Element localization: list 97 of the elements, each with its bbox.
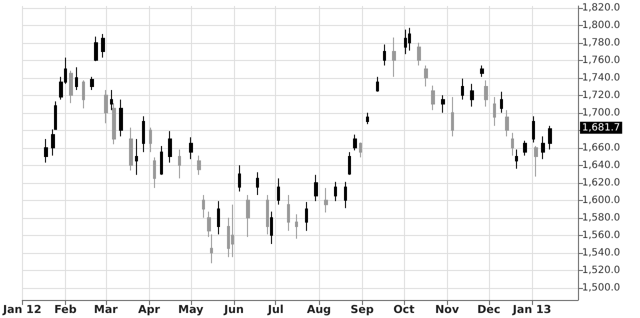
- candlestick: [441, 94, 445, 114]
- y-tick-label: 1,820.0: [582, 2, 620, 14]
- y-tick-label: 1,660.0: [582, 142, 620, 154]
- candlestick: [202, 194, 205, 218]
- candlestick: [75, 66, 78, 90]
- candlestick: [153, 156, 156, 188]
- candlestick: [119, 99, 123, 137]
- candlestick: [431, 85, 435, 111]
- candlestick: [334, 181, 337, 202]
- candlestick: [480, 65, 484, 78]
- candlestick: [112, 102, 116, 145]
- candlestick: [424, 65, 428, 87]
- candlestick: [548, 125, 552, 150]
- x-tick-label: May: [178, 303, 204, 316]
- candlestick: [314, 174, 318, 202]
- y-tick-label: 1,760.0: [582, 54, 620, 66]
- candlestick: [110, 90, 113, 111]
- candlestick: [295, 214, 298, 240]
- candlestick: [523, 140, 527, 156]
- x-tick-label: Dec: [477, 303, 500, 316]
- candlestick: [129, 127, 133, 171]
- x-tick-label: Feb: [54, 303, 77, 316]
- candlestick: [404, 29, 407, 55]
- y-tick-label: 1,600.0: [582, 194, 620, 206]
- candlestick: [256, 172, 259, 196]
- candlestick: [266, 194, 269, 235]
- x-tick-label: Aug: [306, 303, 332, 316]
- x-tick-label: Nov: [435, 303, 460, 316]
- candlestick: [383, 44, 386, 66]
- x-tick-label: Jul: [266, 303, 284, 316]
- candlestick: [484, 80, 488, 108]
- candlestick: [408, 27, 411, 52]
- y-tick-label: 1,640.0: [582, 160, 620, 171]
- candlestick: [287, 194, 290, 232]
- candlestick: [344, 181, 347, 209]
- candlestick: [90, 76, 94, 90]
- y-tick-label: 1,580.0: [582, 212, 620, 224]
- candlestick: [207, 211, 211, 238]
- candlestick: [353, 134, 357, 151]
- candlestick: [69, 70, 73, 104]
- candlestick: [160, 146, 163, 176]
- candlestick: [168, 130, 172, 164]
- candlestick: [104, 90, 108, 124]
- candlestick: [149, 127, 152, 153]
- y-tick-label: 1,800.0: [582, 20, 620, 31]
- candlestick: [511, 132, 514, 156]
- candlestick: [231, 204, 234, 258]
- candlestick: [305, 202, 308, 232]
- candlestick: [493, 96, 496, 126]
- candlestick: [515, 149, 518, 170]
- y-tick-label: 1,560.0: [582, 230, 620, 241]
- candlestick: [44, 138, 48, 164]
- candlestick: [142, 116, 145, 153]
- candlestick: [532, 116, 535, 143]
- candlestick: [359, 142, 362, 158]
- x-tick-label: Sep: [350, 303, 374, 316]
- y-tick-label: 1,700.0: [582, 107, 620, 118]
- candlestick: [82, 80, 85, 109]
- candlestick: [376, 76, 379, 92]
- candlestick: [461, 78, 464, 100]
- candlestick: [217, 200, 220, 235]
- candlestick: [270, 211, 273, 244]
- y-tick-label: 1,620.0: [582, 177, 620, 188]
- x-tick-label: Jan 13: [512, 303, 552, 316]
- candlestick: [417, 42, 421, 66]
- y-tick-label: 1,520.0: [582, 264, 620, 276]
- x-tick-label: Mar: [94, 303, 118, 316]
- candlestick: [451, 96, 454, 137]
- candlestick: [189, 136, 193, 160]
- candlestick: [470, 83, 474, 108]
- candlestick: [101, 34, 105, 58]
- candlestick: [246, 194, 250, 238]
- y-tick-label: 1,780.0: [582, 37, 620, 48]
- candlestick: [197, 155, 201, 176]
- candlestick: [505, 110, 509, 137]
- candlestick: [210, 234, 213, 264]
- candlestick: [541, 136, 545, 160]
- candlestick: [277, 178, 280, 206]
- x-tick-label: Jan 12: [2, 303, 42, 316]
- text: 1,681.7: [582, 122, 620, 134]
- y-tick-label: 1,720.0: [582, 90, 620, 101]
- candlestick: [366, 112, 369, 125]
- y-tick-label: 1,500.0: [582, 282, 620, 294]
- candlestick: [178, 149, 181, 179]
- candlestick: [534, 146, 538, 178]
- candlestick: [500, 91, 503, 114]
- x-tick-label: Jun: [223, 303, 244, 316]
- x-tick-label: Apr: [138, 303, 160, 316]
- y-tick-label: 1,540.0: [582, 247, 620, 258]
- candlestick: [348, 152, 351, 176]
- y-tick-label: 1,740.0: [582, 72, 620, 84]
- candlestick: [392, 37, 396, 78]
- candlestick: [94, 36, 98, 62]
- candlestick: [324, 188, 328, 213]
- candlestick: [135, 138, 138, 176]
- x-tick-label: Oct: [393, 303, 414, 316]
- candlestick: [238, 164, 241, 192]
